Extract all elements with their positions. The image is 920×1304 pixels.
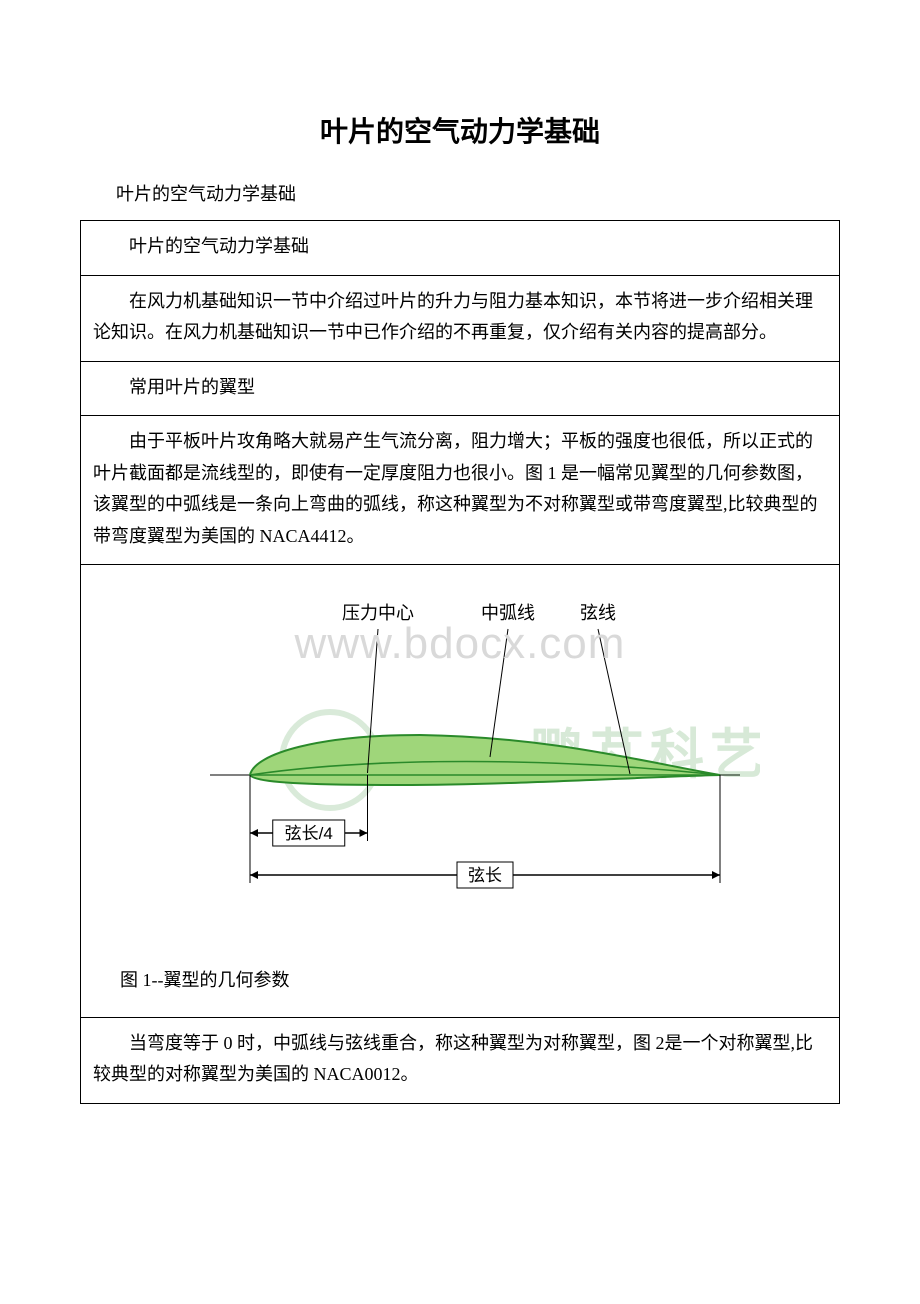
airfoil-svg: 鹏芃科艺压力中心中弧线弦线弦长/4弦长 — [160, 585, 760, 945]
content-table: 叶片的空气动力学基础 在风力机基础知识一节中介绍过叶片的升力与阻力基本知识，本节… — [80, 220, 840, 1104]
airfoil-diagram: www.bdocx.com 鹏芃科艺压力中心中弧线弦线弦长/4弦长 图 1--翼… — [93, 575, 827, 1005]
table-row: 叶片的空气动力学基础 — [81, 221, 840, 276]
page-title: 叶片的空气动力学基础 — [80, 110, 840, 150]
cell-text: 由于平板叶片攻角略大就易产生气流分离，阻力增大；平板的强度也很低，所以正式的叶片… — [93, 426, 827, 552]
table-row: 在风力机基础知识一节中介绍过叶片的升力与阻力基本知识，本节将进一步介绍相关理论知… — [81, 275, 840, 361]
table-row: 常用叶片的翼型 — [81, 361, 840, 416]
svg-text:弦长/4: 弦长/4 — [285, 824, 333, 843]
svg-text:压力中心: 压力中心 — [342, 603, 414, 623]
cell-text: 常用叶片的翼型 — [93, 372, 827, 404]
intro-paragraph: 叶片的空气动力学基础 — [80, 178, 840, 210]
table-row: 当弯度等于 0 时，中弧线与弦线重合，称这种翼型为对称翼型，图 2是一个对称翼型… — [81, 1017, 840, 1103]
cell-text: 叶片的空气动力学基础 — [93, 231, 827, 263]
cell-text: 在风力机基础知识一节中介绍过叶片的升力与阻力基本知识，本节将进一步介绍相关理论知… — [93, 286, 827, 349]
svg-text:中弧线: 中弧线 — [481, 603, 535, 623]
figure-caption: 图 1--翼型的几何参数 — [93, 965, 827, 997]
svg-text:弦长: 弦长 — [468, 866, 502, 885]
svg-text:弦线: 弦线 — [580, 603, 616, 623]
cell-text: 当弯度等于 0 时，中弧线与弦线重合，称这种翼型为对称翼型，图 2是一个对称翼型… — [93, 1028, 827, 1091]
table-row-diagram: www.bdocx.com 鹏芃科艺压力中心中弧线弦线弦长/4弦长 图 1--翼… — [81, 565, 840, 1018]
table-row: 由于平板叶片攻角略大就易产生气流分离，阻力增大；平板的强度也很低，所以正式的叶片… — [81, 416, 840, 565]
